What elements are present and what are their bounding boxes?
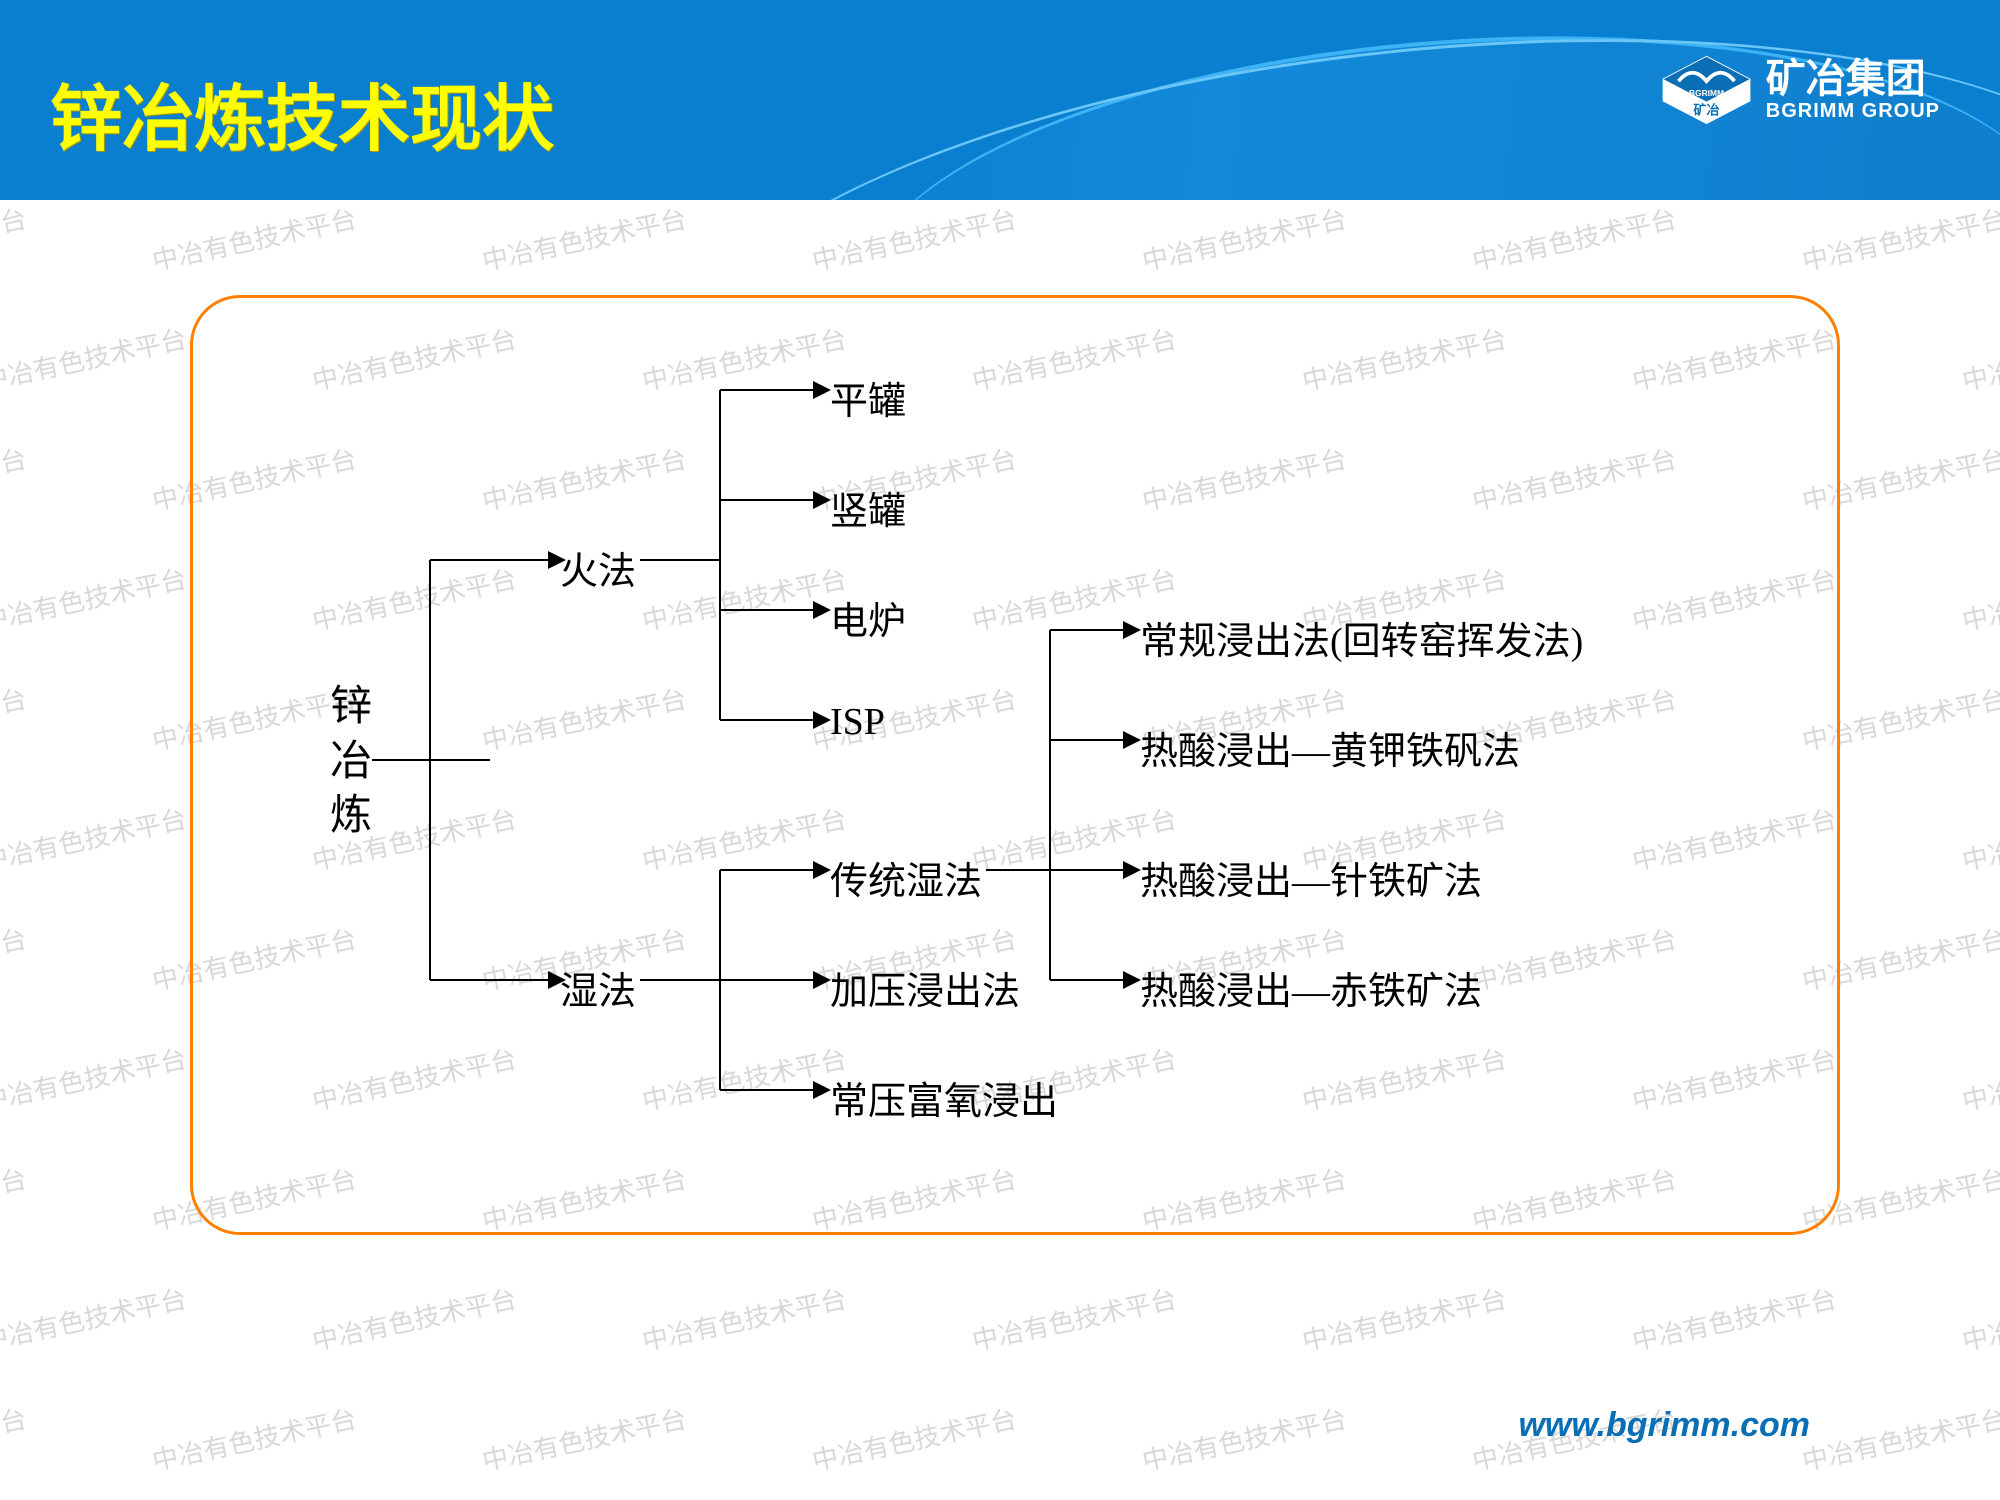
- arrow-icon: [813, 711, 831, 729]
- footer-url: www.bgrimm.com: [1518, 1406, 1810, 1445]
- arrow-icon: [813, 381, 831, 399]
- tree-diagram: 锌冶炼 火法湿法 平罐竖罐电炉 ISP 传统湿法加压浸出法常压富氧浸出 常规浸出法(回转窑…: [0, 0, 2000, 1500]
- arrow-icon: [1123, 971, 1141, 989]
- logo-block: BGRIMM 矿冶 矿冶集团 BGRIMM GROUP: [1659, 55, 1940, 125]
- arrow-icon: [813, 971, 831, 989]
- arrow-icon: [548, 551, 566, 569]
- tree-node: 加压浸出法: [830, 960, 1020, 1015]
- tree-node: 热酸浸出—针铁矿法: [1140, 850, 1482, 905]
- arrow-icon: [813, 491, 831, 509]
- tree-node: 热酸浸出—黄钾铁矾法: [1140, 720, 1520, 775]
- logo-text-cn: 矿冶集团: [1766, 58, 1940, 100]
- page-title: 锌冶炼技术现状: [50, 60, 554, 165]
- arrow-icon: [1123, 731, 1141, 749]
- tree-node: 热酸浸出—赤铁矿法: [1140, 960, 1482, 1015]
- tree-node: 常压富氧浸出: [830, 1070, 1058, 1125]
- arrow-icon: [813, 1081, 831, 1099]
- arrow-icon: [548, 971, 566, 989]
- logo-text: 矿冶集团 BGRIMM GROUP: [1766, 58, 1940, 123]
- logo-text-en: BGRIMM GROUP: [1766, 100, 1940, 123]
- logo-badge-bottom: 矿冶: [1693, 103, 1719, 118]
- tree-node: 火法: [560, 540, 636, 595]
- arrow-icon: [813, 601, 831, 619]
- tree-root: 锌冶炼: [330, 680, 372, 844]
- tree-node: 电炉: [830, 590, 906, 645]
- arrow-icon: [813, 861, 831, 879]
- tree-node: 传统湿法: [830, 850, 982, 905]
- arrow-icon: [1123, 621, 1141, 639]
- arrow-icon: [1123, 861, 1141, 879]
- tree-connectors: [0, 0, 2000, 1500]
- bgrimm-logo-icon: BGRIMM 矿冶: [1659, 55, 1754, 125]
- tree-node: ISP: [830, 700, 885, 744]
- tree-node: 湿法: [560, 960, 636, 1015]
- tree-node: 平罐: [830, 370, 906, 425]
- logo-badge-top: BGRIMM: [1689, 88, 1724, 98]
- tree-node: 竖罐: [830, 480, 906, 535]
- tree-node: 常规浸出法(回转窑挥发法): [1140, 610, 1583, 665]
